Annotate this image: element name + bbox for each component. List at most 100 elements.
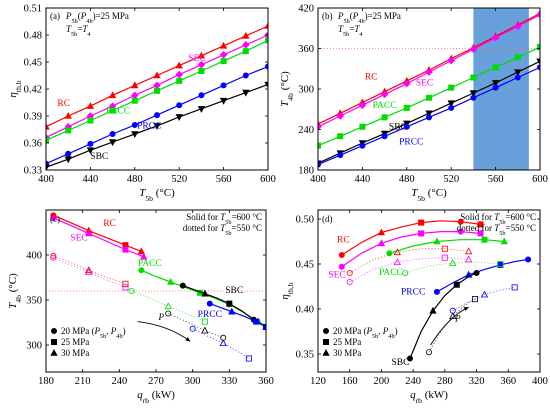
x-tick-label: 200	[374, 376, 390, 387]
data-point	[346, 269, 353, 276]
x-axis-title: qrb (kW)	[410, 389, 448, 405]
data-point	[219, 51, 228, 59]
series-line	[53, 217, 145, 258]
series-label-pacc: PACC	[106, 106, 130, 116]
y-tick-label: 0.36	[24, 139, 42, 150]
data-point	[198, 92, 205, 99]
data-point	[179, 282, 186, 289]
series-sec-dotted	[346, 254, 473, 285]
data-point	[131, 97, 138, 104]
y-tick-label: 0.39	[24, 112, 42, 123]
data-point	[197, 60, 206, 69]
series-sbc	[406, 269, 480, 362]
data-point	[337, 133, 344, 140]
series-prcc	[433, 256, 532, 295]
data-point	[470, 74, 477, 81]
plot-area-b	[318, 8, 540, 170]
data-point	[464, 255, 473, 263]
pressure-arrow: P	[430, 306, 469, 346]
data-point	[537, 64, 540, 71]
data-point	[338, 263, 345, 270]
data-point	[448, 84, 455, 91]
x-tick-label: 560	[216, 174, 232, 185]
data-point	[393, 248, 401, 256]
data-point	[197, 106, 206, 113]
series-line	[349, 257, 469, 283]
series-rc-dotted	[346, 245, 473, 276]
y-tick-label: 350	[26, 296, 42, 307]
annotation: Solid for T5b=600 °C	[186, 212, 262, 226]
data-point	[403, 79, 411, 88]
data-point	[377, 228, 386, 236]
data-point	[242, 48, 249, 55]
y-axis-title: T4b (°C)	[279, 71, 295, 107]
series-label-sbc: SBC	[389, 123, 407, 133]
data-point	[336, 112, 344, 120]
data-point	[337, 152, 344, 159]
y-tick-label: 0.50	[296, 215, 314, 226]
series-rc	[338, 218, 484, 258]
data-point	[176, 102, 183, 109]
data-point	[153, 123, 161, 130]
series-label-prcc: PRCC	[401, 288, 425, 298]
y-tick-label: 0.33	[24, 166, 42, 177]
data-point	[358, 101, 367, 109]
legend-label: 30 MPa	[61, 348, 89, 358]
data-point	[220, 82, 227, 89]
data-point	[189, 325, 196, 332]
series-label-prcc: PRCC	[399, 137, 423, 147]
data-point	[262, 322, 266, 330]
data-point	[425, 68, 433, 76]
data-point	[536, 10, 540, 19]
series-prcc-dotted	[189, 325, 252, 362]
series-label-rc: RC	[365, 73, 378, 83]
series-sec	[50, 215, 148, 260]
x-tick-label: 480	[399, 174, 415, 185]
series-label-prcc: PRCC	[198, 310, 222, 320]
data-point	[153, 71, 161, 79]
legend-label: 20 MPa (P5b, P4b)	[333, 326, 398, 340]
data-point	[318, 142, 321, 149]
series-prcc-dotted	[449, 284, 518, 314]
arrow-head	[463, 307, 469, 312]
data-point	[403, 104, 410, 111]
x-tick-label: 270	[148, 376, 164, 387]
data-point	[418, 230, 425, 237]
data-point	[477, 221, 484, 228]
data-point	[473, 269, 480, 276]
data-point	[318, 161, 321, 168]
data-point	[441, 254, 448, 261]
data-point	[242, 41, 250, 49]
data-point	[425, 114, 432, 121]
data-point	[491, 80, 500, 87]
data-point	[46, 164, 50, 170]
legend-marker	[51, 327, 58, 334]
data-point	[220, 58, 227, 65]
data-point	[175, 114, 183, 121]
y-axis-title: ηth,b	[279, 282, 295, 299]
data-point	[46, 122, 50, 130]
data-point	[87, 140, 94, 147]
annotation: P5b(P4b)=25 MPa	[65, 11, 129, 25]
x-ticks: 400 440 480 520 560 600	[310, 8, 548, 185]
data-point	[137, 247, 146, 255]
data-point	[477, 230, 484, 237]
data-point	[380, 90, 389, 99]
data-point	[469, 90, 478, 98]
x-axis-title: qrb (kW)	[137, 389, 175, 405]
data-point	[457, 218, 464, 225]
data-point	[511, 284, 518, 291]
legend-label: 25 MPa	[333, 337, 361, 347]
data-point	[85, 266, 93, 274]
series-label-sbc: SBC	[225, 286, 243, 296]
legend-marker	[51, 338, 58, 345]
data-point	[449, 259, 457, 266]
series-label-sbc: SBC	[90, 152, 108, 162]
data-point	[245, 355, 252, 362]
data-point	[453, 281, 460, 288]
data-point	[201, 326, 209, 334]
y-tick-label: 0.35	[296, 350, 314, 361]
data-point	[429, 306, 437, 314]
